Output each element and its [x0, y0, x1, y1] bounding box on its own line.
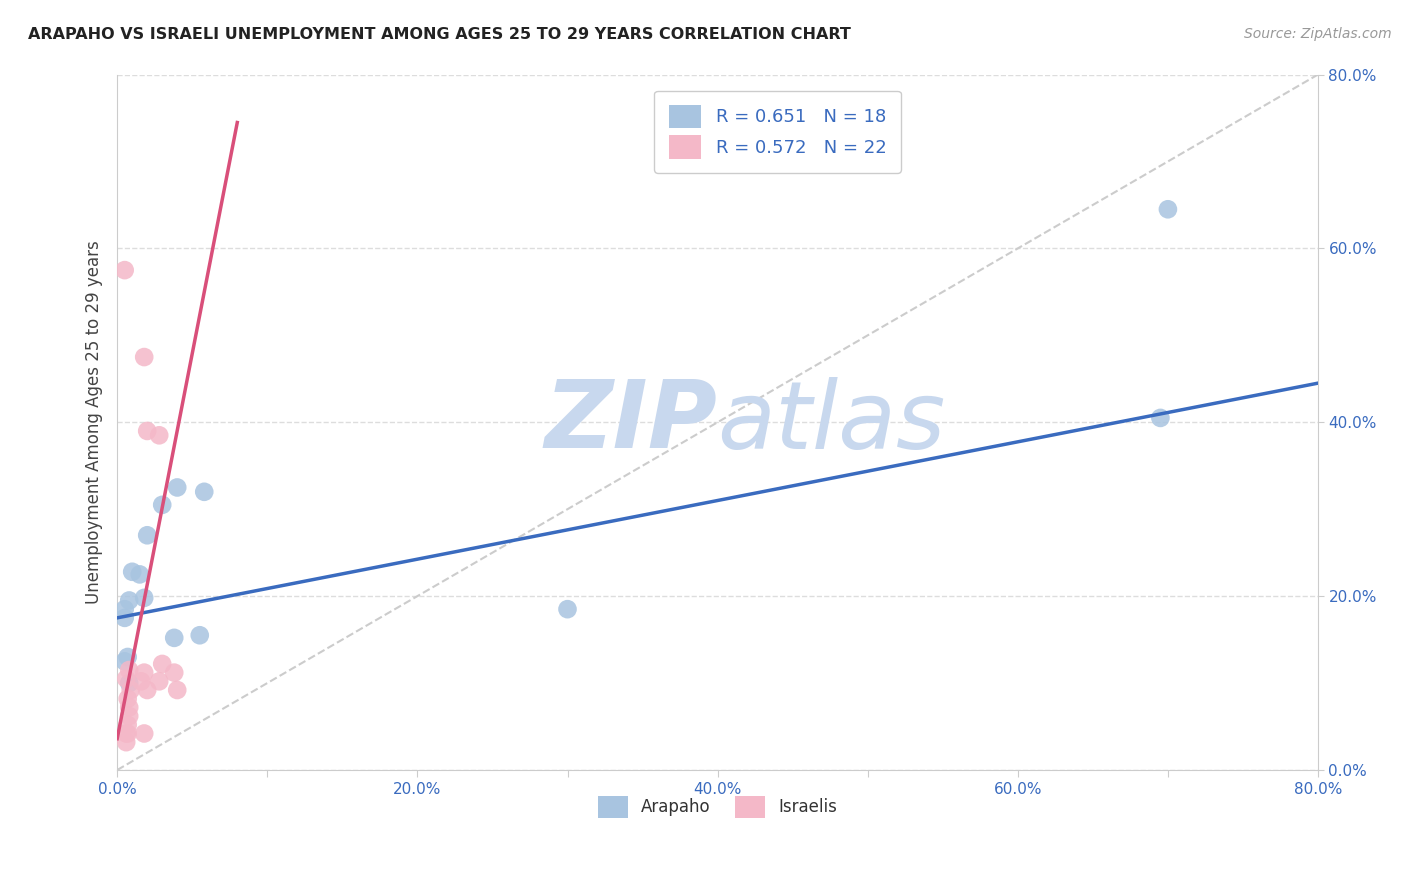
Point [150, 657, 173, 671]
Point [120, 683, 142, 698]
Text: atlas: atlas [717, 376, 946, 467]
Point [136, 528, 159, 542]
Point [128, 567, 150, 582]
Point [134, 350, 156, 364]
Point [118, 663, 141, 677]
Point [115, 735, 138, 749]
Point [114, 263, 136, 277]
Point [163, 631, 186, 645]
Point [118, 700, 141, 714]
Point [117, 718, 139, 732]
Point [163, 665, 186, 680]
Point [166, 480, 188, 494]
Text: Source: ZipAtlas.com: Source: ZipAtlas.com [1244, 27, 1392, 41]
Point [117, 691, 139, 706]
Point [150, 498, 173, 512]
Point [114, 654, 136, 668]
Point [129, 674, 152, 689]
Point [118, 709, 141, 723]
Legend: Arapaho, Israelis: Arapaho, Israelis [591, 789, 845, 824]
Point [136, 424, 159, 438]
Point [118, 593, 141, 607]
Point [134, 591, 156, 605]
Point [114, 611, 136, 625]
Point [188, 628, 211, 642]
Point [117, 650, 139, 665]
Point [134, 726, 156, 740]
Point [148, 428, 170, 442]
Point [118, 676, 141, 690]
Point [148, 674, 170, 689]
Point [115, 672, 138, 686]
Point [114, 602, 136, 616]
Y-axis label: Unemployment Among Ages 25 to 29 years: Unemployment Among Ages 25 to 29 years [86, 240, 103, 604]
Point [136, 683, 159, 698]
Point [117, 726, 139, 740]
Text: ARAPAHO VS ISRAELI UNEMPLOYMENT AMONG AGES 25 TO 29 YEARS CORRELATION CHART: ARAPAHO VS ISRAELI UNEMPLOYMENT AMONG AG… [28, 27, 851, 42]
Point [1149, 411, 1171, 425]
Point [134, 665, 156, 680]
Point [121, 565, 143, 579]
Point [193, 484, 215, 499]
Point [115, 726, 138, 740]
Text: ZIP: ZIP [544, 376, 717, 468]
Point [166, 683, 188, 698]
Point [557, 602, 579, 616]
Point [1157, 202, 1180, 217]
